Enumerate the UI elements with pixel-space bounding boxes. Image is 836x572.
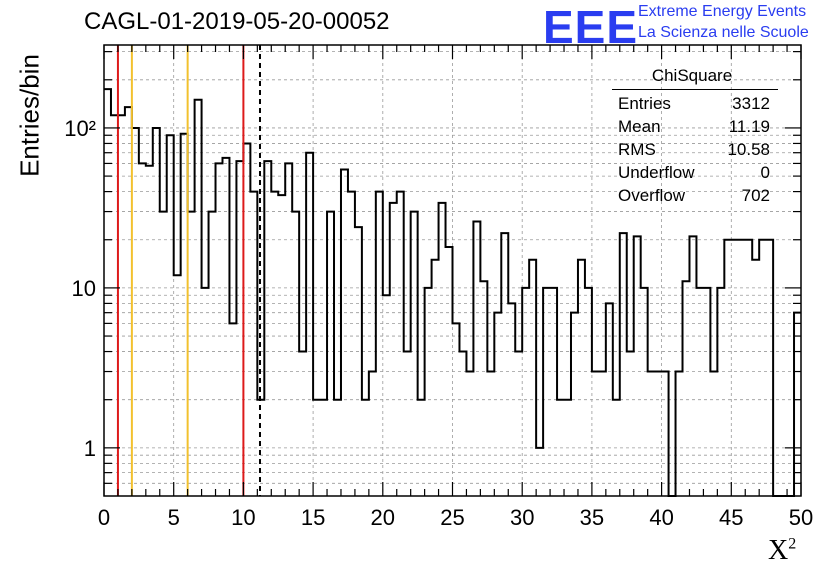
histogram-line <box>104 88 801 497</box>
stats-box: ChiSquare Entries 3312 Mean 11.19 RMS 10.58… <box>612 66 778 209</box>
stats-row-underflow: Underflow 0 <box>612 163 778 186</box>
y-tick-label: 10 <box>72 276 96 301</box>
x-tick-label: 20 <box>371 505 395 530</box>
x-tick-label: 10 <box>231 505 255 530</box>
stats-value: 0 <box>760 163 770 182</box>
stats-row-overflow: Overflow 702 <box>612 186 778 209</box>
y-axis-label: Entries/bin <box>14 54 45 177</box>
y-tick-label: 10² <box>64 116 96 141</box>
x-tick-label: 25 <box>440 505 464 530</box>
x-tick-label: 30 <box>510 505 534 530</box>
stats-label: Entries <box>618 94 671 113</box>
y-tick-label: 1 <box>84 436 96 461</box>
stats-label: RMS <box>618 140 656 159</box>
logo-text-line1: Extreme Energy Events <box>638 3 807 20</box>
eee-logo: EEE <box>543 1 639 53</box>
y-axis-ticks: 1 10 10² <box>64 51 801 484</box>
stats-value: 3312 <box>732 94 770 113</box>
x-tick-label: 0 <box>98 505 110 530</box>
stats-label: Mean <box>618 117 661 136</box>
x-axis-label-symbol: X <box>768 535 789 566</box>
stats-row-entries: Entries 3312 <box>612 94 778 117</box>
stats-label: Overflow <box>618 186 686 205</box>
stats-row-mean: Mean 11.19 <box>612 117 778 140</box>
stats-value: 11.19 <box>728 117 770 136</box>
stats-row-rms: RMS 10.58 <box>612 140 778 163</box>
x-tick-label: 35 <box>580 505 604 530</box>
stats-value: 702 <box>741 186 770 205</box>
x-tick-label: 5 <box>168 505 180 530</box>
stats-value: 10.58 <box>727 140 770 159</box>
x-axis-label: X2 <box>768 535 796 567</box>
x-tick-label: 40 <box>649 505 673 530</box>
histogram-series <box>104 88 801 497</box>
x-tick-label: 50 <box>789 505 813 530</box>
x-axis-ticks: 0 5 10 15 20 25 30 35 40 45 50 <box>98 45 813 530</box>
reference-lines <box>116 45 261 496</box>
stats-label: Underflow <box>618 163 695 182</box>
x-tick-label: 15 <box>301 505 325 530</box>
stats-title: ChiSquare <box>651 66 733 85</box>
chart-title: CAGL-01-2019-05-20-00052 <box>84 8 390 35</box>
x-tick-label: 45 <box>719 505 743 530</box>
logo-text-line2: La Scienza nelle Scuole <box>638 24 809 41</box>
x-axis-label-exponent: 2 <box>788 535 797 553</box>
stats-divider <box>612 89 778 90</box>
